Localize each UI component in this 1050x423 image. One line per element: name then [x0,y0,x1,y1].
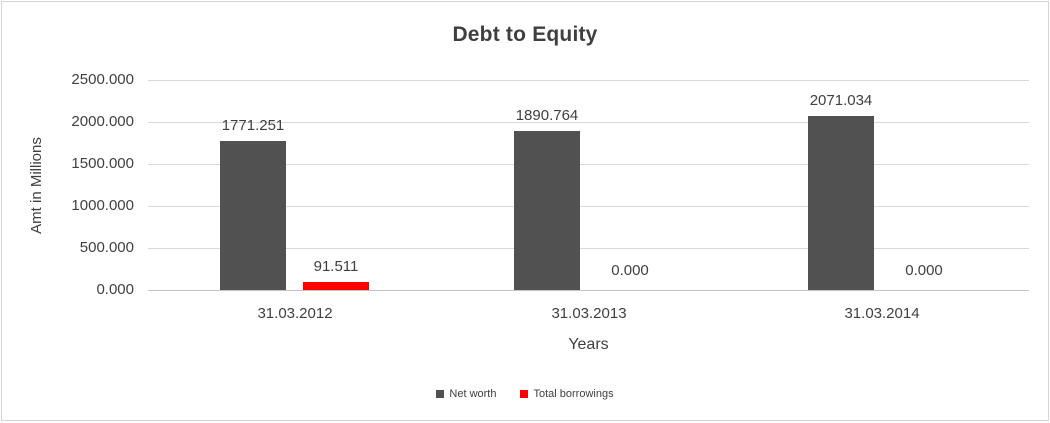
y-axis-title: Amt in Millions [27,136,45,234]
gridline [148,80,1029,81]
chart-title: Debt to Equity [452,23,598,46]
x-axis-line [148,290,1029,291]
y-axis-title-wrap: Amt in Millions [24,80,48,290]
legend-label: Net worth [449,388,497,400]
y-tick-label: 1500.000 [71,155,134,172]
x-category-label: 31.03.2013 [551,305,627,322]
bar-net-worth [514,131,580,290]
data-label: 1890.764 [515,107,579,124]
legend-swatch [436,390,445,398]
data-label: 0.000 [905,262,943,279]
legend: Net worth Total borrowings [2,388,1048,400]
legend-swatch [520,390,529,398]
y-tick-label: 0.000 [96,281,134,298]
y-tick-label: 1000.000 [71,197,134,214]
bar-net-worth [220,141,286,290]
bar-total-borrowings [303,282,369,290]
legend-label: Total borrowings [533,388,614,400]
legend-item-net-worth: Net worth [436,388,496,400]
y-tick-label: 2500.000 [71,71,134,88]
data-label: 1771.251 [221,117,285,134]
data-label: 91.511 [313,258,359,275]
legend-item-total-borrowings: Total borrowings [520,388,614,400]
gridline [148,122,1029,123]
x-category-label: 31.03.2012 [257,305,333,322]
data-label: 2071.034 [809,92,873,109]
gridline [148,206,1029,207]
data-label: 0.000 [611,262,649,279]
gridline [148,248,1029,249]
y-tick-label: 500.000 [79,239,134,256]
gridline [148,164,1029,165]
bar-net-worth [808,116,874,290]
y-tick-label: 2000.000 [71,113,134,130]
x-axis-title: Years [568,336,609,353]
x-category-label: 31.03.2014 [844,305,920,322]
